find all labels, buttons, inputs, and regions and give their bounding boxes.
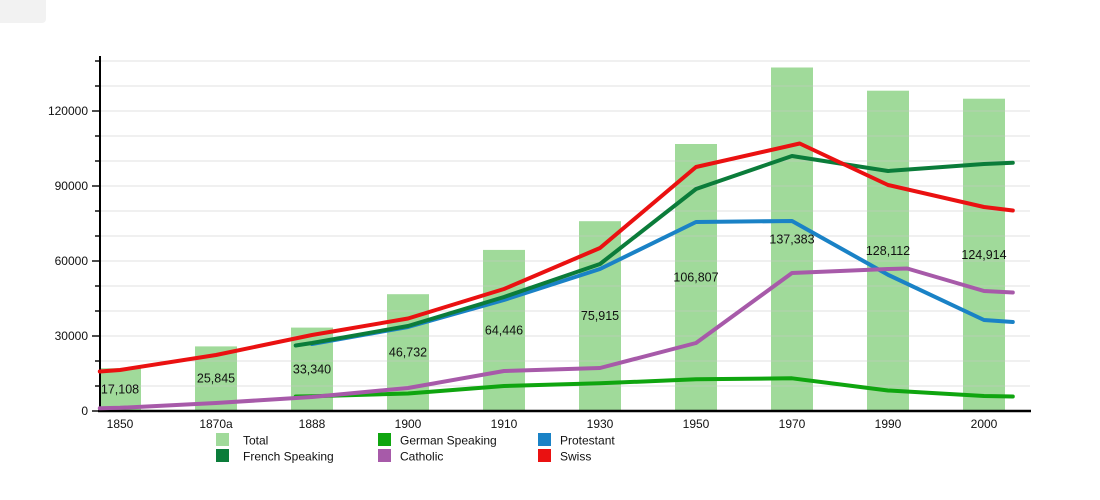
total-bar [963,98,1005,411]
legend-swatch-protestant [538,433,551,446]
bar-value-label: 124,914 [961,248,1006,262]
y-axis-tick-label: 90000 [55,179,89,193]
total-bar [771,67,813,411]
bar-value-label: 64,446 [485,323,523,337]
x-axis-tick-label: 1950 [683,417,710,431]
x-axis-tick-label: 2000 [971,417,998,431]
render-artifact [0,0,46,23]
bar-value-label: 33,340 [293,362,331,376]
bar-value-label: 25,845 [197,372,235,386]
line-catholic [97,266,1015,411]
x-axis-tick-label: 1930 [587,417,614,431]
x-axis-tick-label: 1900 [395,417,422,431]
x-axis-tick-label: 1850 [107,417,134,431]
legend-swatch-catholic [378,449,391,462]
bar-value-label: 106,807 [673,271,718,285]
bar-value-label: 17,108 [101,383,139,397]
y-axis-tick-label: 120000 [48,104,88,118]
legend-swatch-swiss [538,449,551,462]
y-axis-tick-label: 0 [81,404,88,418]
x-axis-tick-label: 1870a [199,417,233,431]
legend-swatch-french-speaking [216,449,229,462]
legend-label-swiss: Swiss [560,450,591,464]
legend-label-french-speaking: French Speaking [243,450,334,464]
x-axis-tick-label: 1990 [875,417,902,431]
legend-swatch-total [216,433,229,446]
legend-swatch-german-speaking [378,433,391,446]
x-axis-tick-label: 1910 [491,417,518,431]
legend-label-german-speaking: German Speaking [400,434,497,448]
legend-label-protestant: Protestant [560,434,615,448]
x-axis-tick-label: 1970 [779,417,806,431]
bar-value-label: 75,915 [581,309,619,323]
line-swiss [97,141,1015,374]
y-axis-tick-label: 30000 [55,329,89,343]
total-bar [99,368,141,411]
bar-value-label: 137,383 [769,232,814,246]
bar-value-label: 46,732 [389,346,427,360]
line-french-speaking [293,154,1015,348]
y-axis-tick-label: 60000 [55,254,89,268]
x-axis-tick-label: 1888 [299,417,326,431]
bar-value-label: 128,112 [866,244,910,258]
legend-label-total: Total [243,434,268,448]
legend-label-catholic: Catholic [400,450,443,464]
line-german-speaking [293,376,1015,399]
total-bar [867,90,909,411]
